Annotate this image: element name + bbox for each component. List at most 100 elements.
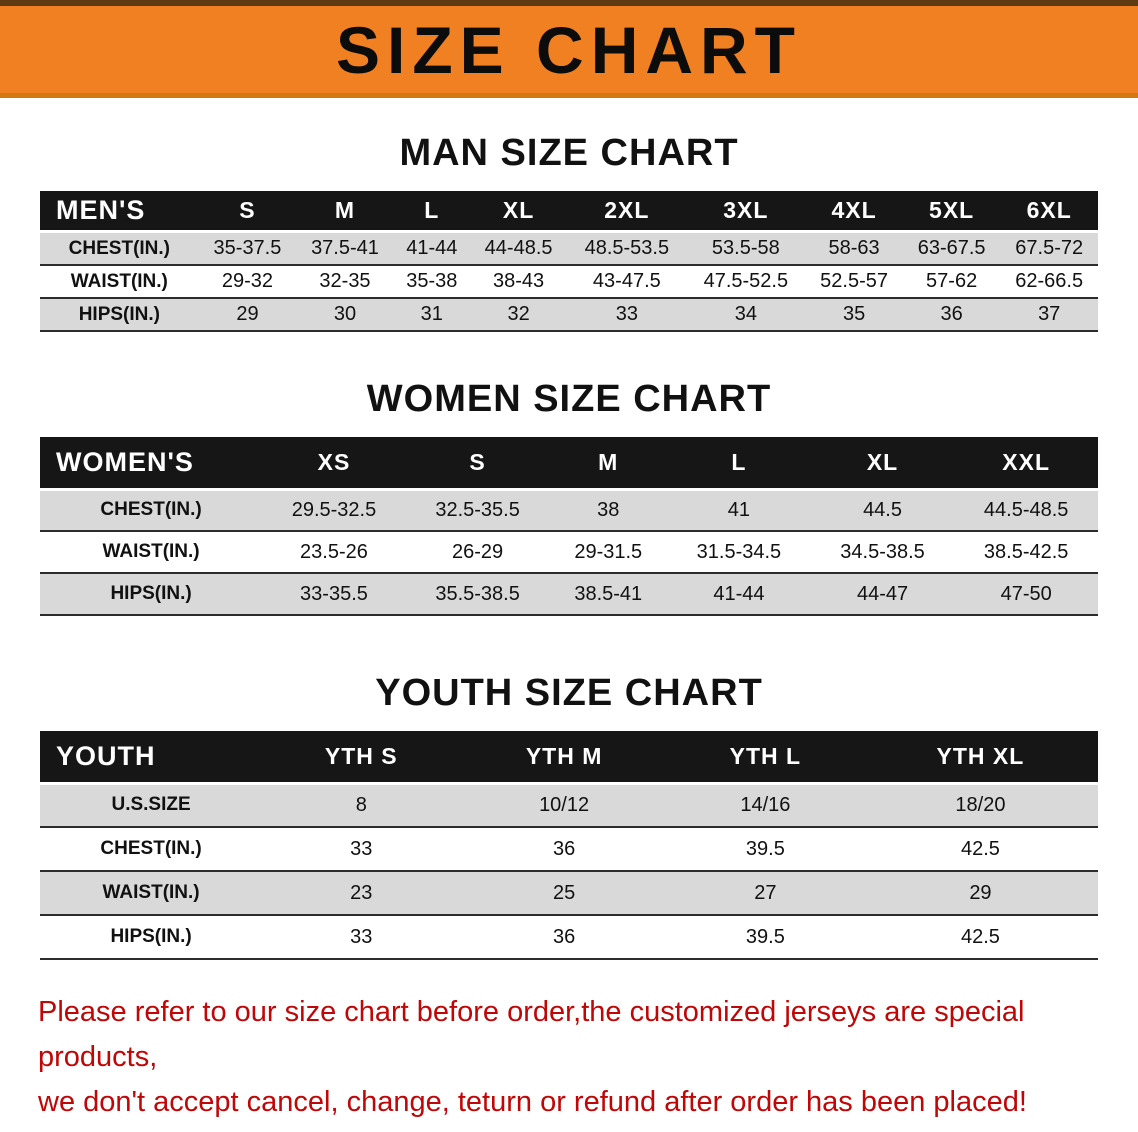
size-value-cell: 29-32: [221, 270, 274, 292]
footer-notice: Please refer to our size chart before or…: [38, 990, 1100, 1125]
men-size-section: MAN SIZE CHART MEN'S S M L XL 2XL 3XL 4XL 5XL 6XL…: [0, 132, 1138, 332]
size-header-cell: YTH S: [324, 742, 398, 769]
size-value-cell: 36: [940, 303, 963, 325]
size-header-cell: S: [469, 448, 486, 475]
size-value-cell: 44.5-48.5: [983, 498, 1069, 521]
women-size-table: WOMEN'S XS S M L XL XXL CHEST(IN.) 29.5-32.5 32.5…: [40, 437, 1098, 616]
size-value-cell: 27: [754, 881, 777, 904]
size-value-cell: 47-50: [1000, 582, 1052, 605]
size-value-cell: 34.5-38.5: [840, 540, 925, 563]
measurement-label: WAIST(IN.): [102, 882, 200, 903]
table-row: HIPS(IN.) 29 30 31 32 33 34 35 36 37: [40, 298, 1098, 331]
size-header-cell: XL: [502, 197, 535, 223]
size-value-cell: 23.5-26: [300, 540, 368, 563]
size-value-cell: 23: [350, 881, 373, 904]
women-section-heading: WOMEN SIZE CHART: [366, 378, 772, 420]
size-value-cell: 29: [969, 881, 992, 904]
size-value-cell: 35-37.5: [213, 237, 282, 259]
size-value-cell: 41-44: [406, 237, 458, 259]
measurement-label: U.S.SIZE: [111, 794, 191, 816]
men-size-table: MEN'S S M L XL 2XL 3XL 4XL 5XL 6XL CHEST(IN.) 35-37…: [40, 191, 1098, 332]
size-value-cell: 52.5-57: [820, 270, 889, 292]
size-header-cell: M: [334, 197, 356, 223]
banner: SIZE CHART: [0, 0, 1138, 98]
notice-line-1: Please refer to our size chart before or…: [38, 996, 1025, 1073]
table-row: CHEST(IN.) 35-37.5 37.5-41 41-44 44-48.5 48.5…: [40, 231, 1098, 265]
size-value-cell: 58-63: [828, 237, 880, 259]
table-title-cell: MEN'S: [56, 195, 146, 225]
size-value-cell: 14/16: [740, 793, 791, 816]
size-value-cell: 62-66.5: [1015, 270, 1084, 292]
size-header-cell: XS: [317, 448, 351, 475]
table-row: CHEST(IN.) 33 36 39.5 42.5: [40, 827, 1098, 871]
size-value-cell: 38-43: [493, 270, 545, 292]
table-header-row: MEN'S S M L XL 2XL 3XL 4XL 5XL 6XL: [40, 191, 1098, 232]
size-value-cell: 47.5-52.5: [703, 270, 789, 292]
table-row: HIPS(IN.) 33 36 39.5 42.5: [40, 915, 1098, 959]
size-header-cell: YTH L: [729, 742, 802, 769]
size-value-cell: 48.5-53.5: [584, 237, 670, 259]
size-value-cell: 32-35: [319, 270, 371, 292]
measurement-label: HIPS(IN.): [110, 926, 192, 947]
size-header-cell: YTH XL: [936, 742, 1025, 769]
table-header-row: WOMEN'S XS S M L XL XXL: [40, 437, 1098, 489]
size-value-cell: 35: [842, 303, 866, 325]
size-value-cell: 63-67.5: [917, 237, 986, 259]
size-value-cell: 38.5-42.5: [983, 540, 1069, 563]
size-value-cell: 53.5-58: [711, 237, 780, 259]
table-header-row: YOUTH YTH S YTH M YTH L YTH XL: [40, 731, 1098, 783]
measurement-label: CHEST(IN.): [100, 838, 202, 859]
measurement-label: WAIST(IN.): [102, 541, 200, 562]
size-value-cell: 32: [507, 303, 530, 325]
measurement-label: CHEST(IN.): [68, 237, 170, 259]
size-value-cell: 31: [420, 303, 443, 325]
size-value-cell: 26-29: [452, 540, 504, 563]
size-value-cell: 44-48.5: [484, 237, 553, 259]
measurement-label: HIPS(IN.): [110, 583, 192, 604]
table-row: HIPS(IN.) 33-35.5 35.5-38.5 38.5-41 41-44 44-…: [40, 573, 1098, 615]
size-header-cell: 4XL: [831, 197, 877, 223]
size-value-cell: 39.5: [745, 837, 785, 860]
size-value-cell: 39.5: [745, 925, 785, 948]
size-value-cell: 42.5: [960, 837, 1000, 860]
size-header-cell: S: [239, 197, 256, 223]
size-value-cell: 33: [350, 925, 373, 948]
size-value-cell: 37: [1038, 303, 1061, 325]
size-value-cell: 42.5: [960, 925, 1000, 948]
women-size-section: WOMEN SIZE CHART WOMEN'S XS S M L XL XXL CHEST(…: [0, 378, 1138, 616]
measurement-label: WAIST(IN.): [70, 270, 168, 292]
size-value-cell: 34: [734, 303, 757, 325]
size-value-cell: 43-47.5: [592, 270, 661, 292]
table-row: WAIST(IN.) 23 25 27 29: [40, 871, 1098, 915]
size-value-cell: 41: [727, 498, 751, 521]
table-row: U.S.SIZE 8 10/12 14/16 18/20: [40, 783, 1098, 827]
size-value-cell: 29: [236, 303, 259, 325]
size-header-cell: 5XL: [929, 197, 975, 223]
size-header-cell: XXL: [1002, 448, 1051, 475]
measurement-label: HIPS(IN.): [78, 303, 160, 325]
men-section-heading: MAN SIZE CHART: [399, 132, 739, 174]
size-value-cell: 67.5-72: [1015, 237, 1084, 259]
size-value-cell: 10/12: [539, 793, 590, 816]
table-row: CHEST(IN.) 29.5-32.5 32.5-35.5 38 41 44.5 44.5…: [40, 489, 1098, 531]
size-value-cell: 33: [350, 837, 373, 860]
size-value-cell: 18/20: [955, 793, 1006, 816]
size-header-cell: L: [424, 197, 440, 223]
size-value-cell: 32.5-35.5: [435, 498, 520, 521]
table-row: WAIST(IN.) 23.5-26 26-29 29-31.5 31.5-34.5 34…: [40, 531, 1098, 573]
size-value-cell: 36: [552, 837, 576, 860]
size-value-cell: 44.5: [863, 498, 902, 521]
youth-section-heading: YOUTH SIZE CHART: [375, 672, 763, 714]
size-header-cell: M: [598, 448, 619, 475]
size-header-cell: YTH M: [525, 742, 603, 769]
youth-size-table: YOUTH YTH S YTH M YTH L YTH XL U.S.SIZE 8 10/12…: [40, 731, 1098, 960]
notice-line-2: we don't accept cancel, change, teturn o…: [38, 1085, 1027, 1118]
size-header-cell: XL: [866, 448, 899, 475]
size-value-cell: 33-35.5: [300, 582, 368, 605]
size-value-cell: 37.5-41: [311, 237, 379, 259]
size-value-cell: 35-38: [406, 270, 458, 292]
size-value-cell: 35.5-38.5: [435, 582, 520, 605]
size-value-cell: 8: [355, 793, 367, 816]
table-row: WAIST(IN.) 29-32 32-35 35-38 38-43 43-47.5 47.…: [40, 265, 1098, 298]
size-value-cell: 29.5-32.5: [291, 498, 377, 521]
